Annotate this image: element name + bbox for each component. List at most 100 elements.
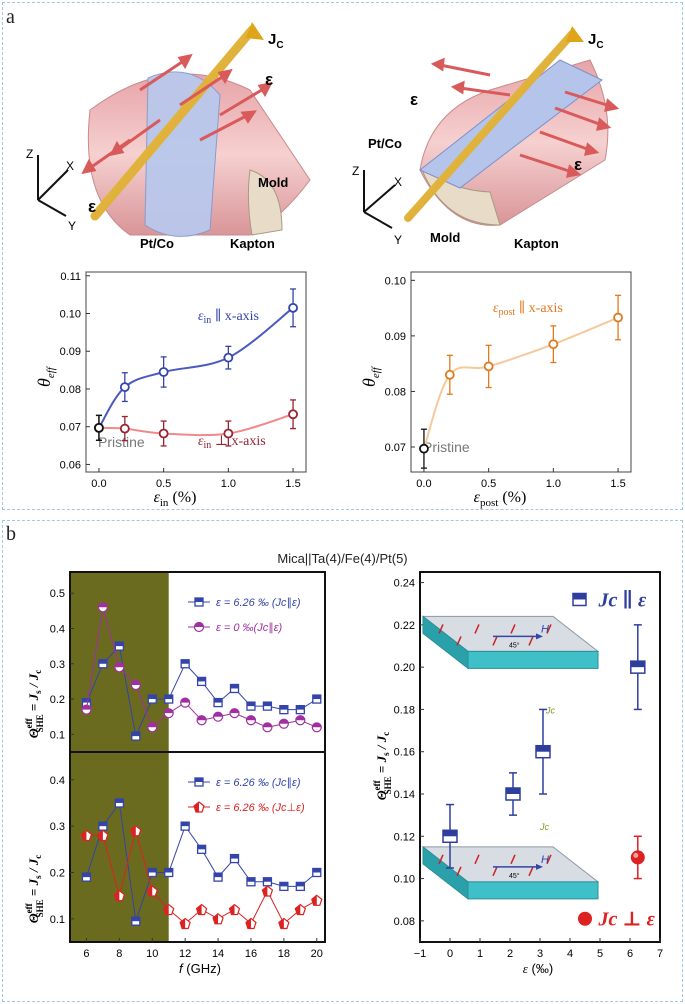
x-tick-label: 12 (179, 948, 191, 960)
axes-triad (37, 155, 69, 217)
legend-label: ε = 0 ‰(Jc∥ε) (216, 622, 283, 634)
data-point-fill (82, 873, 91, 878)
x-tick-label: 16 (245, 948, 257, 960)
y-axis-label: ΘeffSHE = Js / Jc (372, 732, 393, 801)
data-point-fill (312, 722, 322, 728)
y-tick-label: 0.10 (385, 275, 406, 287)
data-point (483, 361, 494, 372)
current-arrowhead (566, 26, 584, 42)
x-axis-label: εpost (%) (474, 489, 527, 509)
y-tick-label: 0.07 (385, 442, 406, 454)
current-arrowhead (246, 22, 264, 40)
y-tick-label: 0.07 (60, 422, 81, 434)
data-point-fill (279, 882, 288, 887)
strain-label-1: ε (410, 90, 418, 109)
data-point-fill (295, 904, 301, 915)
shaded-region (70, 572, 169, 752)
y-tick-label: 0.14 (394, 789, 415, 801)
y-tick-label: 0.08 (60, 384, 81, 396)
data-point-fill (278, 918, 284, 929)
axis-y-label: Y (68, 219, 76, 233)
data-point-fill (214, 873, 223, 878)
data-point-fill (295, 715, 305, 721)
data-point-fill (536, 745, 550, 752)
x-tick-label: 4 (567, 948, 573, 960)
axis-z-label: Z (352, 164, 359, 178)
mold-face (247, 169, 283, 236)
plot-frame (69, 751, 326, 943)
data-point (223, 352, 234, 363)
data-point-fill (98, 602, 108, 608)
axis-x-label: X (66, 159, 74, 173)
data-point-fill (195, 598, 203, 602)
data-point-fill (630, 661, 645, 668)
y-tick-label: 0.20 (394, 662, 415, 674)
data-point-fill (214, 698, 223, 703)
legend-label-perpendicular: Jc ⊥ ε (598, 909, 656, 931)
x-tick-label: 5 (597, 948, 603, 960)
legend-perpendicular: εin ⊥ x-axis (198, 434, 266, 451)
data-point-fill (147, 722, 157, 728)
data-point-fill (311, 895, 317, 906)
data-point-fill (130, 825, 136, 836)
legend-label: ε = 6.26 ‰ (Jc∥ε) (216, 597, 301, 609)
x-tick-label: 6 (627, 948, 633, 960)
strain-arrows (430, 57, 620, 178)
data-point-fill (230, 708, 240, 714)
data-point-fill (312, 695, 321, 700)
data-point-fill (164, 695, 173, 700)
x-tick-label: 7 (657, 948, 663, 960)
strain-arrows (81, 53, 273, 175)
data-point-fill (312, 868, 321, 873)
x-tick-label: 1.0 (221, 478, 236, 490)
shaded-region (70, 752, 169, 942)
legend-parallel: εin ∥ x-axis (198, 308, 259, 326)
data-point-fill (148, 868, 157, 873)
legend-label: ε = 6.26 ‰ (Jc∥ε) (216, 777, 301, 789)
legend-label: ε = 6.26 ‰ (Jc⊥ε) (216, 802, 305, 814)
x-tick-label: 0 (447, 948, 453, 960)
x-tick-label: 10 (146, 948, 158, 960)
inset-front (467, 881, 599, 900)
data-point-fill (213, 913, 219, 924)
data-point-fill (81, 705, 91, 710)
chart-shea-vs-frequency: ΘeffSHE = Js / Jc ΘeffSHE = Js / Jc f (G… (24, 571, 326, 976)
data-point-fill (82, 698, 91, 703)
x-tick-label: 18 (278, 948, 290, 960)
y-tick-label: 0.18 (394, 704, 415, 716)
kapton-label: Kapton (514, 236, 559, 251)
y-tick-label: 0.10 (60, 309, 81, 321)
data-point-fill (147, 886, 153, 897)
y-tick-label: 0.3 (50, 659, 65, 671)
x-tick-label: 0.0 (91, 478, 106, 490)
y-tick-label: 0.1 (50, 914, 65, 926)
data-point-fill (115, 642, 124, 647)
data-point (419, 443, 429, 454)
data-point (548, 339, 559, 350)
spin-arrow (528, 866, 534, 877)
legend-marker-fill (573, 593, 586, 600)
spin-arrow (474, 854, 480, 865)
mold-label: Mold (258, 175, 288, 190)
current-rod (404, 30, 576, 222)
inset-side (422, 845, 469, 900)
panel-a-letter: a (6, 6, 15, 28)
data-point-fill (180, 918, 186, 929)
strain-label-2: ε (574, 155, 582, 174)
data-point-fill (213, 712, 223, 717)
spin-arrow (456, 636, 462, 646)
y-axis-label-bottom: ΘeffSHE = Js / Jc (24, 855, 45, 924)
data-point-fill (246, 877, 255, 882)
data-point-fill (279, 705, 288, 710)
field-arrowhead (536, 863, 543, 870)
x-tick-label: 0.0 (416, 478, 431, 490)
data-point-fill (279, 719, 289, 724)
x-tick-label: 14 (212, 948, 224, 960)
y-tick-label: 0.09 (385, 331, 406, 343)
pristine-annotation: Pristine (98, 434, 145, 450)
data-point-fill (131, 680, 141, 685)
panel-b-frame (2, 520, 683, 1002)
y-tick-label: 0.12 (394, 831, 415, 843)
spin-arrow (474, 624, 480, 634)
angle-label: 45° (509, 872, 520, 880)
